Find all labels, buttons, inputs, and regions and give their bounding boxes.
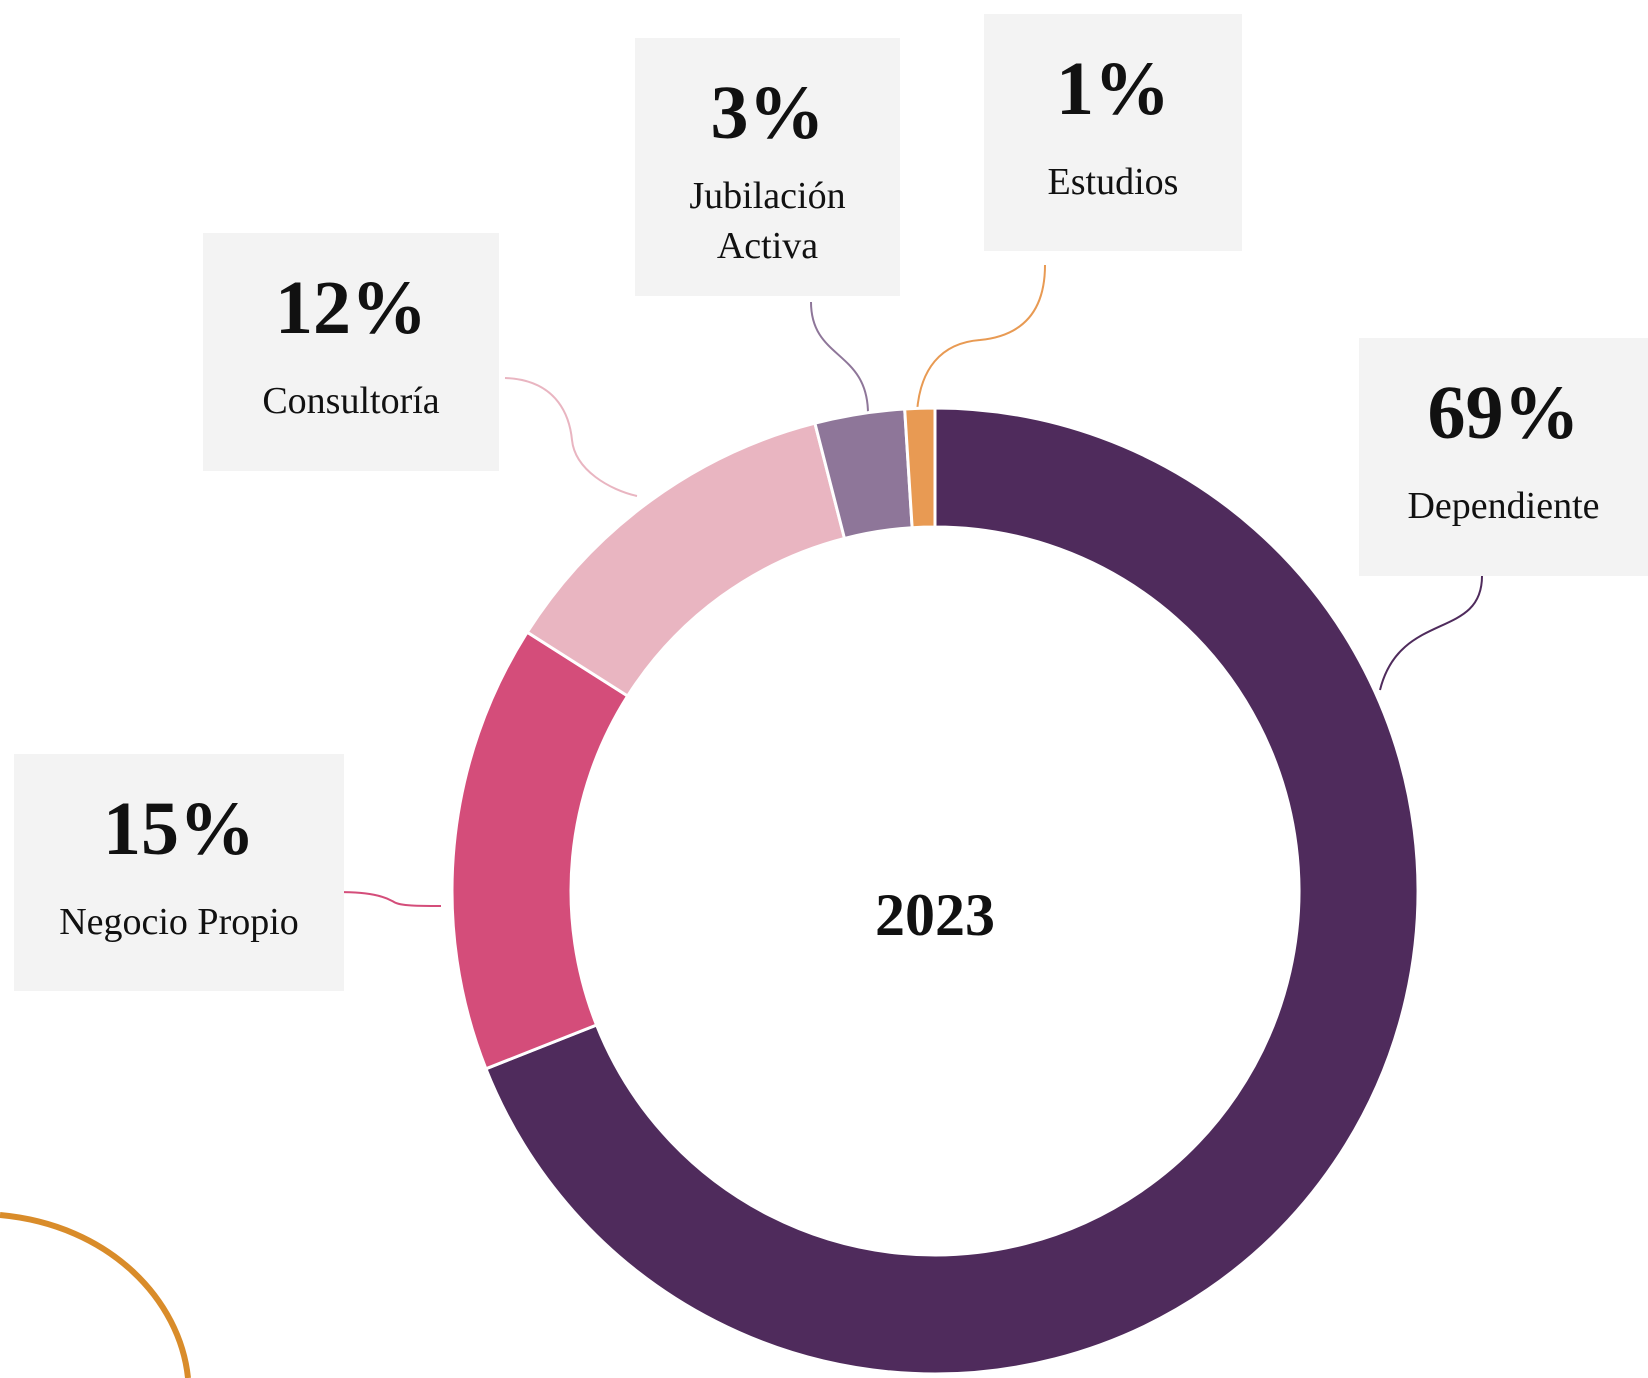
connector bbox=[1380, 576, 1482, 690]
connector bbox=[505, 378, 637, 496]
category-label: Negocio Propio bbox=[59, 901, 299, 943]
value-label: 3% bbox=[711, 71, 825, 155]
value-label: 1% bbox=[1056, 47, 1170, 131]
label-box: 15% Negocio Propio bbox=[14, 754, 344, 991]
page: 2023 69% Dependiente 15% Negocio Propio 12% C… bbox=[0, 0, 1648, 1378]
connector bbox=[338, 892, 441, 906]
connector bbox=[811, 302, 868, 414]
value-label: 15% bbox=[103, 787, 255, 871]
category-label: Estudios bbox=[1048, 161, 1179, 203]
label-box: 1% Estudios bbox=[984, 14, 1242, 251]
category-label: Consultoría bbox=[262, 380, 439, 422]
value-label: 12% bbox=[275, 266, 427, 350]
category-label: Dependiente bbox=[1407, 485, 1599, 527]
donut-segment bbox=[527, 423, 844, 696]
center-label: 2023 bbox=[875, 882, 995, 948]
value-label: 69% bbox=[1428, 371, 1580, 455]
chart: 2023 69% Dependiente 15% Negocio Propio 12% C… bbox=[0, 0, 1648, 1378]
label-box: 12% Consultoría bbox=[203, 233, 499, 471]
donut-segment bbox=[452, 632, 628, 1069]
label-box: 69% Dependiente bbox=[1359, 338, 1648, 576]
connector bbox=[917, 265, 1045, 412]
decoration bbox=[0, 1215, 188, 1378]
